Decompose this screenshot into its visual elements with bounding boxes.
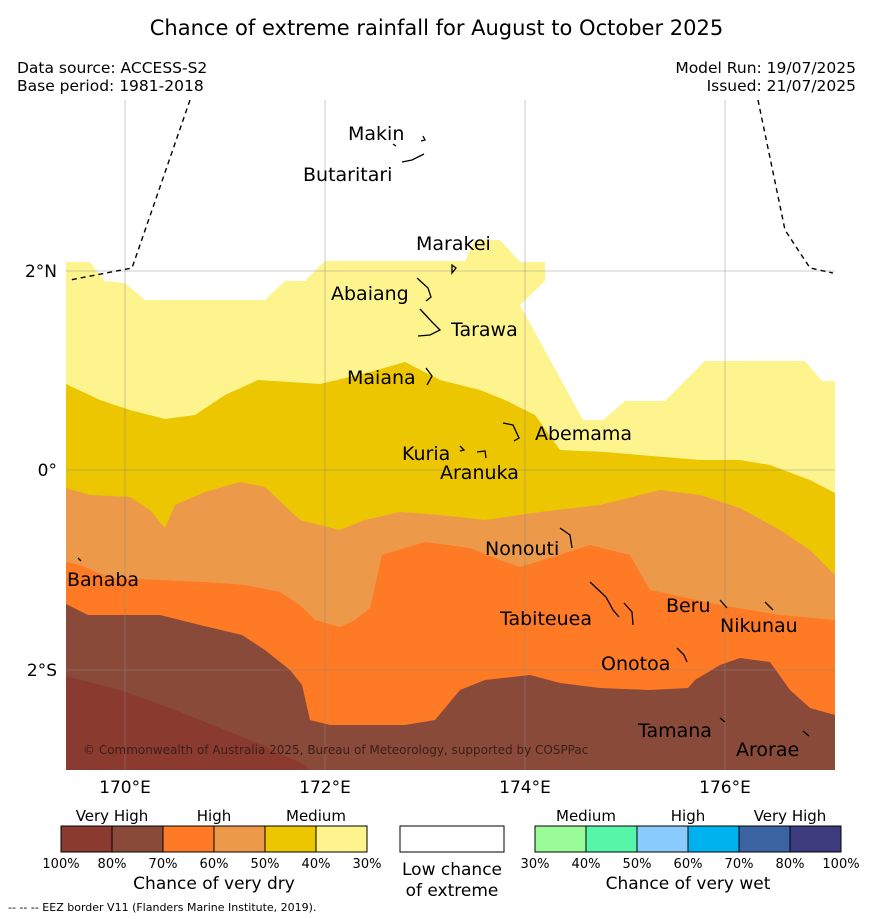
legend-wet-swatch-0 [534, 825, 587, 853]
legend-wet-high: High [671, 807, 705, 825]
data-source-label: Data source: ACCESS-S2 [17, 59, 208, 77]
legend-wet-swatch-4 [738, 825, 791, 853]
legend-low-line1: Low chance [402, 860, 502, 880]
issued-label: Issued: 21/07/2025 [706, 76, 856, 95]
lon-tick-174: 174°E [499, 778, 551, 798]
place-nikunau: Nikunau [720, 615, 798, 637]
legend-dry-swatch-2 [162, 825, 215, 853]
legend-wet-swatch-1 [585, 825, 638, 853]
grid-lines [66, 100, 835, 770]
place-maiana: Maiana [347, 367, 416, 389]
legend-dry-high: High [197, 807, 231, 825]
legend-dry-tick: 30% [353, 857, 382, 872]
lon-tick-176: 176°E [699, 778, 751, 798]
model-run-block: Model Run: 19/07/2025 Issued: 21/07/2025 [675, 59, 856, 95]
legend-wet-tick: 60% [674, 857, 703, 872]
legend-wet-tick: 80% [776, 857, 805, 872]
place-abemama: Abemama [535, 423, 632, 445]
lon-tick-172: 172°E [299, 778, 351, 798]
legend-dry-tick: 100% [42, 857, 79, 872]
legend-dry-swatch-0 [60, 825, 113, 853]
place-beru: Beru [666, 595, 711, 617]
legend-wet-caption: Chance of very wet [606, 874, 771, 894]
legend-wet-tick: 30% [521, 857, 550, 872]
lon-ticks: 170°E 172°E 174°E 176°E [99, 778, 751, 798]
legend-dry: Very High High Medium 100% 80% 70% 60% 5… [42, 807, 381, 894]
place-names: Makin Butaritari Marakei Abaiang Tarawa … [67, 123, 799, 761]
place-tamana: Tamana [637, 720, 712, 742]
island-outlines [77, 135, 810, 737]
legend-dry-swatch-5 [315, 825, 368, 853]
map-title: Chance of extreme rainfall for August to… [149, 16, 724, 40]
place-tarawa: Tarawa [450, 319, 518, 341]
legend-wet-medium: Medium [556, 807, 616, 825]
legend-wet-tick: 40% [572, 857, 601, 872]
place-makin: Makin [348, 123, 404, 145]
place-aranuka: Aranuka [440, 462, 519, 484]
legend-wet-tick: 100% [822, 857, 859, 872]
eez-border [69, 100, 834, 281]
legend-wet-swatches [534, 825, 842, 853]
legend-wet: Medium High Very High 30% 40% 50% 60% 70… [521, 807, 860, 894]
legend-dry-tick: 60% [200, 857, 229, 872]
legend-dry-tick: 50% [251, 857, 280, 872]
region-dry-80-100 [66, 676, 310, 770]
base-period-label: Base period: 1981-2018 [17, 76, 204, 95]
map-area [66, 100, 835, 770]
model-run-label: Model Run: 19/07/2025 [675, 59, 856, 77]
legend-wet-tick: 70% [725, 857, 754, 872]
copyright-note: © Commonwealth of Australia 2025, Bureau… [83, 743, 588, 757]
place-onotoa: Onotoa [601, 653, 670, 675]
lon-tick-170: 170°E [99, 778, 151, 798]
legend-wet-tick: 50% [623, 857, 652, 872]
legend-wet-swatch-2 [636, 825, 689, 853]
legend-wet-very-high: Very High [754, 807, 827, 825]
place-kuria: Kuria [402, 443, 450, 465]
place-nonouti: Nonouti [485, 538, 559, 560]
lat-tick-0: 0° [38, 461, 57, 481]
legend-wet-swatch-3 [687, 825, 740, 853]
legend-dry-swatch-3 [213, 825, 266, 853]
legend-dry-medium: Medium [286, 807, 346, 825]
lat-tick-2n: 2°N [25, 262, 57, 282]
legend-low-line2: of extreme [406, 881, 499, 901]
legend-dry-tick: 70% [149, 857, 178, 872]
legend-dry-swatch-1 [111, 825, 164, 853]
lat-ticks: 2°N 0° 2°S [25, 262, 57, 681]
place-butaritari: Butaritari [303, 164, 392, 186]
place-tabiteuea: Tabiteuea [499, 608, 592, 630]
legend-dry-caption: Chance of very dry [133, 874, 295, 894]
lat-tick-2s: 2°S [27, 661, 57, 681]
legend-dry-tick: 80% [98, 857, 127, 872]
region-dry-70-80 [66, 604, 835, 770]
legend-low-swatch [399, 825, 505, 853]
legend-dry-swatches [60, 825, 368, 853]
footer-eez-note: -- -- -- EEZ border V11 (Flanders Marine… [8, 901, 316, 914]
data-source-block: Data source: ACCESS-S2 Base period: 1981… [17, 59, 208, 95]
place-abaiang: Abaiang [331, 283, 409, 305]
legend-dry-swatch-4 [264, 825, 317, 853]
legend-dry-very-high: Very High [76, 807, 149, 825]
legend-wet-swatch-5 [789, 825, 842, 853]
place-banaba: Banaba [67, 569, 139, 591]
place-arorae: Arorae [736, 739, 799, 761]
legend-dry-tick: 40% [302, 857, 331, 872]
legend-low: Low chance of extreme [399, 825, 505, 901]
place-marakei: Marakei [416, 233, 491, 255]
